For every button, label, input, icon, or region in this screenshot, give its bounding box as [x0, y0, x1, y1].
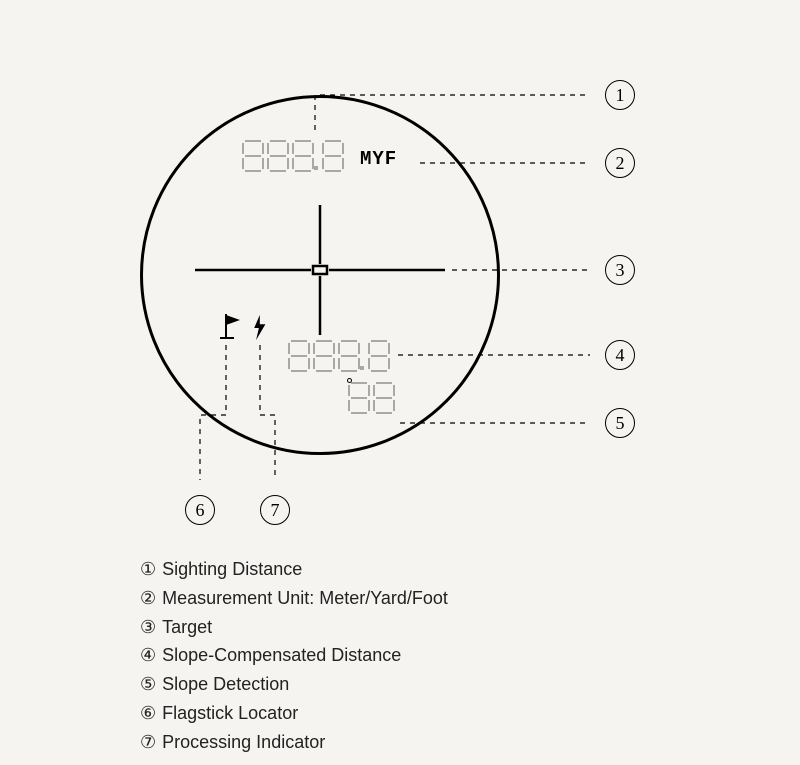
legend-item-3: ③ Target: [140, 613, 448, 642]
legend: ① Sighting Distance② Measurement Unit: M…: [140, 555, 448, 757]
legend-text: Target: [162, 613, 212, 642]
legend-item-1: ① Sighting Distance: [140, 555, 448, 584]
legend-item-7: ⑦ Processing Indicator: [140, 728, 448, 757]
legend-num: ④: [140, 641, 156, 670]
legend-item-2: ② Measurement Unit: Meter/Yard/Foot: [140, 584, 448, 613]
legend-item-4: ④ Slope-Compensated Distance: [140, 641, 448, 670]
slope-angle-display: [348, 382, 398, 414]
legend-text: Sighting Distance: [162, 555, 302, 584]
target-crosshair: [0, 20, 800, 540]
legend-num: ①: [140, 555, 156, 584]
legend-num: ⑦: [140, 728, 156, 757]
legend-num: ②: [140, 584, 156, 613]
legend-item-5: ⑤ Slope Detection: [140, 670, 448, 699]
degree-symbol: [347, 378, 352, 383]
legend-num: ⑤: [140, 670, 156, 699]
callout-1: 1: [605, 80, 635, 110]
legend-text: Processing Indicator: [162, 728, 325, 757]
callout-3: 3: [605, 255, 635, 285]
processing-icon: [250, 314, 270, 342]
flagstick-icon: [218, 312, 248, 342]
legend-num: ⑥: [140, 699, 156, 728]
callout-2: 2: [605, 148, 635, 178]
legend-num: ③: [140, 613, 156, 642]
callout-5: 5: [605, 408, 635, 438]
callout-4: 4: [605, 340, 635, 370]
legend-text: Slope Detection: [162, 670, 289, 699]
slope-distance-display: [288, 340, 393, 372]
callout-7: 7: [260, 495, 290, 525]
callout-6: 6: [185, 495, 215, 525]
legend-text: Slope-Compensated Distance: [162, 641, 401, 670]
diagram-area: MYF: [0, 20, 800, 520]
legend-text: Measurement Unit: Meter/Yard/Foot: [162, 584, 448, 613]
legend-item-6: ⑥ Flagstick Locator: [140, 699, 448, 728]
legend-text: Flagstick Locator: [162, 699, 298, 728]
